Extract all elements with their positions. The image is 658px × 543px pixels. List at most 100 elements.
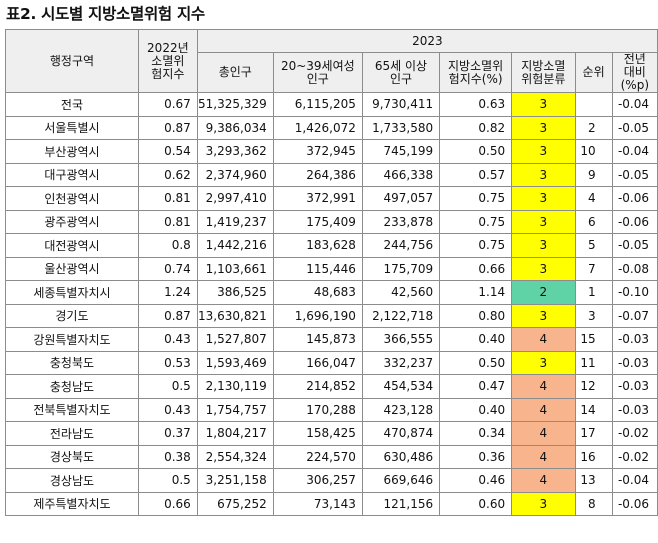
women-20-39-cell: 214,852 [272, 374, 363, 399]
region-cell: 전북특별자치도 [5, 397, 139, 422]
index-2023-cell: 0.75 [439, 209, 513, 234]
total-pop-cell: 1,754,757 [196, 397, 274, 422]
table-row: 울산광역시 0.74 1,103,661 115,446 175,709 0.66 3 7 -0… [5, 256, 658, 281]
women-20-39-cell: 158,425 [272, 421, 363, 446]
total-pop-cell: 2,554,324 [196, 444, 274, 469]
women-20-39-cell: 175,409 [272, 209, 363, 234]
over-65-cell: 175,709 [361, 256, 441, 281]
total-pop-cell: 1,419,237 [196, 209, 274, 234]
index-2022-cell: 0.43 [137, 327, 198, 352]
change-cell: -0.06 [611, 491, 658, 516]
header-women-20-39: 20~39세여성 인구 [272, 52, 363, 93]
change-cell: -0.04 [611, 92, 658, 117]
index-2023-cell: 0.47 [439, 374, 513, 399]
region-cell: 경상북도 [5, 444, 139, 469]
over-65-cell: 470,874 [361, 421, 441, 446]
rank-cell: 15 [574, 327, 613, 352]
index-2023-cell: 0.75 [439, 186, 513, 211]
table-row: 부산광역시 0.54 3,293,362 372,945 745,199 0.50 3 10-… [5, 139, 658, 164]
index-2023-cell: 0.60 [439, 491, 513, 516]
table-row: 전북특별자치도 0.43 1,754,757 170,288 423,128 0.40 4 1… [5, 397, 658, 422]
index-2023-cell: 0.80 [439, 303, 513, 328]
rank-cell: 7 [574, 256, 613, 281]
rank-cell [574, 92, 613, 117]
women-20-39-cell: 183,628 [272, 233, 363, 258]
change-cell: -0.02 [611, 421, 658, 446]
women-20-39-cell: 145,873 [272, 327, 363, 352]
over-65-cell: 423,128 [361, 397, 441, 422]
table-body: 전국 0.67 51,325,329 6,115,205 9,730,411 0.63 3-… [5, 92, 658, 516]
index-2023-cell: 0.36 [439, 444, 513, 469]
header-change: 전년대비(%p) [611, 52, 658, 93]
over-65-cell: 42,560 [361, 280, 441, 305]
index-2023-cell: 0.50 [439, 350, 513, 375]
table-title: 표2. 시도별 지방소멸위험 지수 [6, 5, 205, 23]
index-2022-cell: 0.87 [137, 303, 198, 328]
total-pop-cell: 1,527,807 [196, 327, 274, 352]
region-cell: 인천광역시 [5, 186, 139, 211]
change-cell: -0.03 [611, 350, 658, 375]
total-pop-cell: 386,525 [196, 280, 274, 305]
classification-cell: 4 [511, 468, 576, 493]
region-cell: 부산광역시 [5, 139, 139, 164]
index-2022-cell: 0.37 [137, 421, 198, 446]
change-cell: -0.05 [611, 162, 658, 187]
women-20-39-cell: 224,570 [272, 444, 363, 469]
over-65-cell: 121,156 [361, 491, 441, 516]
index-2022-cell: 0.38 [137, 444, 198, 469]
header-index-2023: 지방소멸위험지수(%) [439, 52, 513, 93]
over-65-cell: 1,733,580 [361, 115, 441, 140]
change-cell: -0.04 [611, 139, 658, 164]
table-row: 서울특별시 0.87 9,386,034 1,426,072 1,733,580 0.82… [5, 115, 658, 140]
region-cell: 충청남도 [5, 374, 139, 399]
change-cell: -0.03 [611, 374, 658, 399]
women-20-39-cell: 372,991 [272, 186, 363, 211]
classification-cell: 3 [511, 209, 576, 234]
change-cell: -0.05 [611, 115, 658, 140]
classification-cell: 3 [511, 256, 576, 281]
table-row: 충청남도 0.5 2,130,119 214,852 454,534 0.47 4 12 -0.… [5, 374, 658, 399]
change-cell: -0.05 [611, 233, 658, 258]
over-65-cell: 2,122,718 [361, 303, 441, 328]
index-2022-cell: 0.5 [137, 468, 198, 493]
rank-cell: 16 [574, 444, 613, 469]
index-2022-cell: 0.62 [137, 162, 198, 187]
classification-cell: 3 [511, 186, 576, 211]
rank-cell: 3 [574, 303, 613, 328]
over-65-cell: 669,646 [361, 468, 441, 493]
region-cell: 세종특별자치시 [5, 280, 139, 305]
total-pop-cell: 9,386,034 [196, 115, 274, 140]
classification-cell: 4 [511, 444, 576, 469]
total-pop-cell: 2,997,410 [196, 186, 274, 211]
table-row: 강원특별자치도 0.43 1,527,807 145,873 366,555 0.40 4 1… [5, 327, 658, 352]
women-20-39-cell: 166,047 [272, 350, 363, 375]
region-cell: 강원특별자치도 [5, 327, 139, 352]
index-2022-cell: 0.54 [137, 139, 198, 164]
classification-cell: 3 [511, 233, 576, 258]
women-20-39-cell: 372,945 [272, 139, 363, 164]
table-row: 제주특별자치도 0.66 675,252 73,143 121,156 0.60 3 8 -0.… [5, 491, 658, 516]
classification-cell: 3 [511, 350, 576, 375]
classification-cell: 3 [511, 139, 576, 164]
region-cell: 울산광역시 [5, 256, 139, 281]
change-cell: -0.04 [611, 468, 658, 493]
index-2023-cell: 0.34 [439, 421, 513, 446]
index-2022-cell: 0.74 [137, 256, 198, 281]
region-cell: 제주특별자치도 [5, 491, 139, 516]
total-pop-cell: 51,325,329 [196, 92, 274, 117]
region-cell: 서울특별시 [5, 115, 139, 140]
rank-cell: 5 [574, 233, 613, 258]
women-20-39-cell: 264,386 [272, 162, 363, 187]
index-2023-cell: 0.75 [439, 233, 513, 258]
over-65-cell: 332,237 [361, 350, 441, 375]
over-65-cell: 366,555 [361, 327, 441, 352]
table-row: 세종특별자치시 1.24 386,525 48,683 42,560 1.14 2 1 -0.1… [5, 280, 658, 305]
change-cell: -0.08 [611, 256, 658, 281]
women-20-39-cell: 170,288 [272, 397, 363, 422]
header-year-2023: 2023 [196, 29, 658, 53]
classification-cell: 3 [511, 303, 576, 328]
total-pop-cell: 3,293,362 [196, 139, 274, 164]
women-20-39-cell: 6,115,205 [272, 92, 363, 117]
total-pop-cell: 1,593,469 [196, 350, 274, 375]
women-20-39-cell: 48,683 [272, 280, 363, 305]
